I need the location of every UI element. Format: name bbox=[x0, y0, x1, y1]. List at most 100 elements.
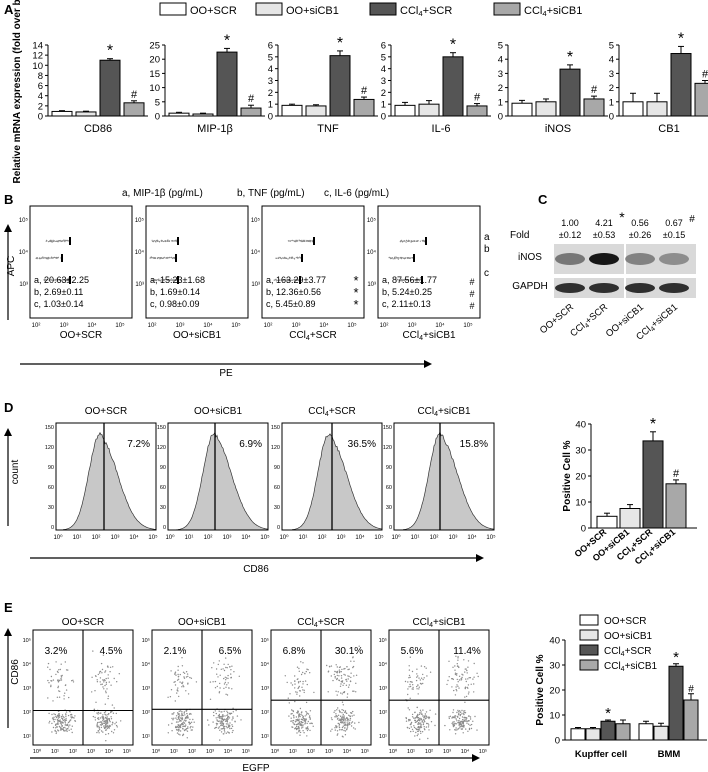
bead-event bbox=[414, 280, 417, 282]
bead-event bbox=[419, 240, 421, 242]
cell-event bbox=[225, 719, 227, 721]
blot-image bbox=[626, 244, 696, 274]
cell-event bbox=[409, 685, 412, 688]
cell-event bbox=[105, 677, 107, 680]
cell-event bbox=[226, 721, 229, 723]
cell-event bbox=[66, 730, 68, 733]
histogram-title: OO+siCB1 bbox=[194, 406, 243, 417]
bar bbox=[670, 53, 692, 117]
cell-event bbox=[177, 678, 180, 680]
cell-event bbox=[461, 713, 463, 715]
cell-event bbox=[464, 720, 466, 722]
y-tick-label: 0 bbox=[389, 525, 392, 531]
cell-event bbox=[60, 721, 62, 723]
cell-event bbox=[105, 681, 108, 684]
cell-event bbox=[94, 719, 97, 721]
cell-event bbox=[176, 718, 178, 721]
cell-event bbox=[417, 717, 420, 719]
group-label: Kupffer cell bbox=[575, 749, 627, 760]
bead-event bbox=[291, 279, 293, 281]
bead-event bbox=[416, 279, 418, 281]
cell-event bbox=[181, 712, 183, 715]
cell-event bbox=[409, 683, 411, 686]
cell-event bbox=[228, 712, 230, 714]
cell-event bbox=[185, 720, 187, 722]
cell-event bbox=[417, 728, 419, 731]
cell-event bbox=[420, 719, 423, 721]
cell-event bbox=[426, 722, 428, 725]
cell-event bbox=[430, 721, 433, 723]
cell-event bbox=[326, 664, 328, 667]
bead-event bbox=[415, 240, 417, 242]
cell-event bbox=[473, 691, 475, 693]
cell-event bbox=[405, 717, 407, 719]
y-tick-label: 10² bbox=[379, 710, 387, 716]
cell-event bbox=[464, 701, 466, 703]
x-tick-label: 10⁴ bbox=[87, 322, 97, 329]
cell-event bbox=[182, 727, 184, 730]
percent-positive: 36.5% bbox=[348, 439, 376, 450]
cell-event bbox=[178, 718, 180, 721]
histogram-frame bbox=[393, 422, 495, 531]
cell-event bbox=[302, 726, 304, 728]
cell-event bbox=[101, 722, 103, 725]
concentration-value: c, 5.45±0.89 bbox=[266, 299, 315, 309]
cell-event bbox=[297, 716, 300, 718]
y-tick-label: 90 bbox=[274, 465, 280, 471]
cell-event bbox=[190, 721, 193, 723]
cell-event bbox=[60, 679, 63, 681]
x-tick-label: 10⁵ bbox=[260, 534, 270, 541]
cell-event bbox=[457, 657, 459, 659]
cell-event bbox=[347, 686, 350, 688]
cell-event bbox=[178, 715, 180, 718]
bead-event bbox=[59, 239, 61, 242]
histogram-curve bbox=[168, 431, 269, 531]
cell-event bbox=[218, 717, 221, 719]
legend-swatch bbox=[255, 2, 283, 16]
significance-mark: # bbox=[131, 89, 138, 101]
cell-event bbox=[350, 676, 352, 679]
cell-event bbox=[70, 728, 72, 730]
bead-event bbox=[168, 279, 170, 281]
cell-event bbox=[301, 718, 303, 721]
y-tick-label: 1 bbox=[498, 97, 503, 108]
cell-event bbox=[193, 721, 195, 723]
band-label: GAPDH bbox=[512, 281, 548, 292]
bead-event bbox=[275, 280, 278, 282]
cell-event bbox=[174, 671, 177, 673]
bead-plot-frame bbox=[377, 205, 481, 319]
cell-event bbox=[216, 724, 218, 726]
bead-event bbox=[158, 257, 160, 259]
cell-event bbox=[297, 678, 299, 680]
bead-event bbox=[293, 240, 295, 242]
x-tick-label: 10³ bbox=[337, 535, 346, 541]
cell-event bbox=[341, 721, 343, 723]
bar bbox=[240, 107, 262, 117]
cell-event bbox=[101, 716, 103, 718]
bead-event bbox=[300, 240, 302, 242]
bead-event bbox=[297, 279, 299, 281]
bead-event bbox=[160, 280, 162, 282]
x-tick-label: 10¹ bbox=[170, 749, 178, 755]
cell-event bbox=[94, 690, 96, 692]
bead-event bbox=[304, 239, 306, 241]
cell-event bbox=[333, 711, 335, 713]
y-tick-label: 30 bbox=[549, 661, 560, 672]
cell-event bbox=[289, 693, 291, 695]
cell-event bbox=[295, 691, 297, 693]
cell-event bbox=[176, 726, 179, 728]
x-tick-label: 10² bbox=[425, 749, 433, 755]
cell-event bbox=[462, 718, 464, 721]
cell-event bbox=[218, 726, 221, 728]
cell-event bbox=[64, 721, 66, 723]
cell-event bbox=[349, 715, 351, 718]
bead-event bbox=[66, 240, 68, 242]
y-tick-label: 2 bbox=[381, 88, 386, 99]
bar bbox=[511, 102, 533, 117]
header-label: c, IL-6 (pg/mL) bbox=[324, 188, 389, 199]
cell-event bbox=[71, 716, 73, 718]
cell-event bbox=[216, 673, 218, 675]
cell-event bbox=[179, 719, 182, 722]
cell-event bbox=[307, 726, 309, 728]
cell-event bbox=[460, 679, 462, 681]
